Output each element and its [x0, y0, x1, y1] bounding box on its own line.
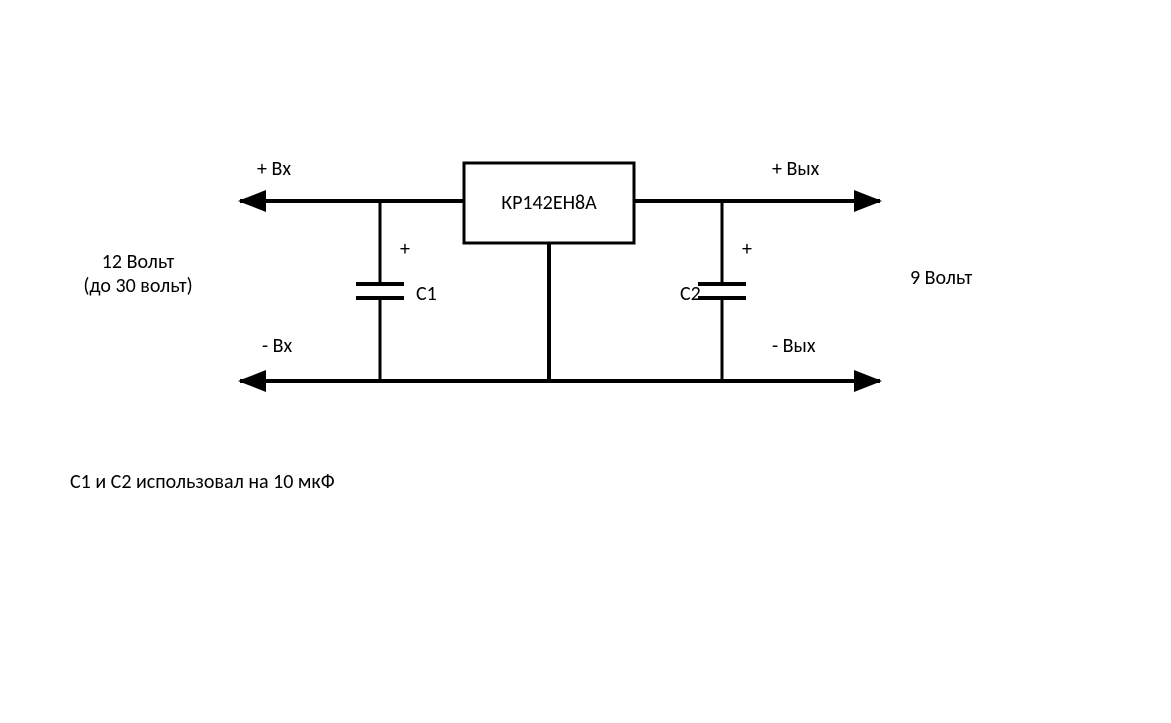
label-out-neg: - Вых — [772, 334, 816, 358]
voltage-regulator-schematic: КР142ЕН8А + Вх - Вх + Вых - Вых 12 Вольт… — [0, 0, 1171, 718]
capacitor-c2 — [698, 201, 746, 381]
label-c1-polarity: + — [400, 237, 410, 261]
regulator-label: КР142ЕН8А — [501, 191, 597, 215]
label-c2: С2 — [680, 282, 701, 306]
label-in-neg: - Вх — [262, 334, 293, 358]
label-c1: С1 — [416, 282, 437, 306]
arrow-out-top — [854, 190, 882, 212]
capacitor-c1 — [356, 201, 404, 381]
label-vin-line1: 12 Вольт — [102, 250, 175, 274]
label-c2-polarity: + — [742, 237, 752, 261]
footnote-caps: С1 и С2 использовал на 10 мкФ — [70, 470, 335, 494]
label-out-pos: + Вых — [772, 157, 820, 181]
arrow-out-bottom — [854, 370, 882, 392]
arrow-in-bottom — [238, 370, 266, 392]
label-vin-line2: (до 30 вольт) — [83, 274, 192, 298]
arrow-in-top — [238, 190, 266, 212]
label-vout: 9 Вольт — [910, 266, 973, 290]
label-in-pos: + Вх — [257, 157, 291, 181]
